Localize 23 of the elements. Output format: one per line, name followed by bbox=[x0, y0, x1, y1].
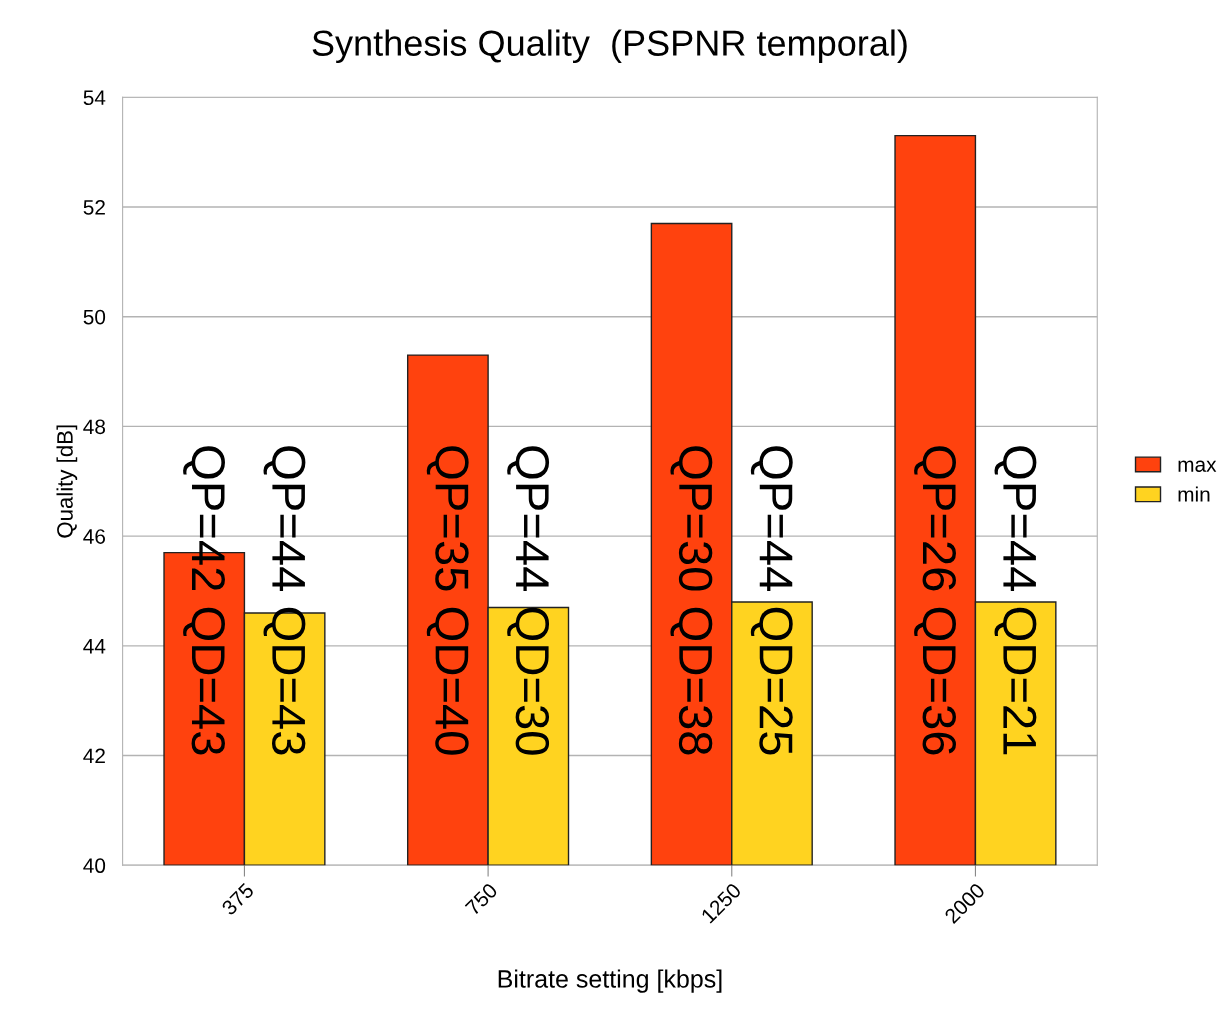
legend-label: max bbox=[1178, 460, 1217, 472]
y-axis-title: Quality [dB] bbox=[56, 425, 78, 538]
legend-label: min bbox=[1178, 486, 1210, 502]
data-label: QP=26 QD=36 bbox=[914, 446, 956, 755]
y-tick-label: 48 bbox=[83, 419, 106, 435]
y-tick-label: 54 bbox=[83, 90, 106, 106]
x-axis-title: Bitrate setting [kbps] bbox=[498, 969, 722, 993]
data-label: QP=44 QD=21 bbox=[994, 446, 1037, 755]
x-tick-label: 375 bbox=[220, 882, 255, 917]
data-label: QP=30 QD=38 bbox=[670, 446, 713, 755]
y-tick-label: 44 bbox=[83, 639, 106, 654]
data-label: QP=35 QD=40 bbox=[426, 446, 469, 755]
data-label: QP=44 QD=30 bbox=[507, 446, 550, 755]
data-label: QP=44 QD=25 bbox=[750, 446, 793, 755]
y-tick-label: 50 bbox=[83, 309, 106, 325]
y-tick-label: 40 bbox=[83, 858, 106, 874]
y-tick-label: 42 bbox=[83, 748, 105, 764]
chart-title: Synthesis Quality (PSPNR temporal) bbox=[312, 29, 907, 64]
data-label: QP=42 QD=43 bbox=[183, 446, 225, 755]
y-tick-label: 52 bbox=[83, 200, 105, 215]
x-tick-label: 750 bbox=[464, 882, 499, 916]
data-label: QP=44 QD=43 bbox=[263, 446, 306, 755]
y-tick-label: 46 bbox=[83, 529, 106, 544]
